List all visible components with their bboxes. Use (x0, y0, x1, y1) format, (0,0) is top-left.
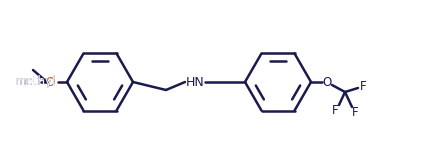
Text: O: O (322, 75, 332, 88)
Text: O: O (46, 75, 55, 88)
Text: F: F (332, 103, 338, 117)
Text: HN: HN (186, 75, 204, 88)
Text: F: F (351, 105, 358, 118)
Text: methyl: methyl (15, 75, 57, 87)
Text: F: F (360, 81, 366, 93)
Text: methyl: methyl (15, 75, 57, 87)
